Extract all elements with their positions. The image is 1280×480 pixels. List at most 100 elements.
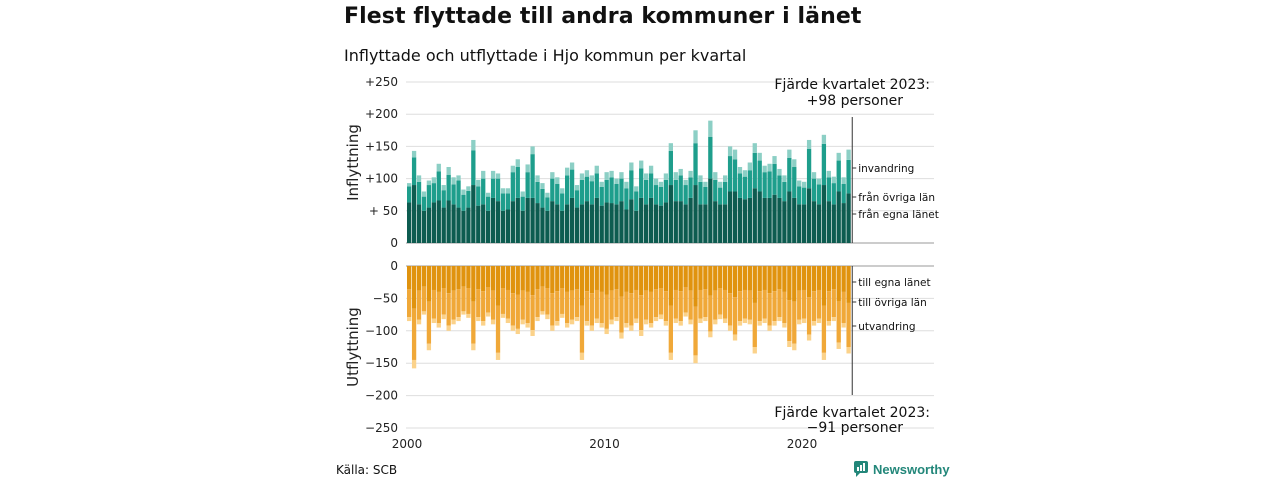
bar-emigration <box>495 352 501 360</box>
bar-immigration <box>713 172 718 180</box>
bar-to-other-counties <box>703 289 708 318</box>
bar-from-own-county <box>747 197 752 243</box>
bar-to-other-counties <box>737 291 743 322</box>
bar-to-other-counties <box>708 295 713 332</box>
bar-to-other-counties <box>560 288 565 314</box>
bar-from-other-counties <box>495 178 501 202</box>
bar-to-own-county <box>565 266 570 292</box>
bar-emigration <box>609 319 614 325</box>
bar-emigration <box>520 319 525 325</box>
bar-immigration <box>624 181 629 189</box>
bar-to-other-counties <box>698 289 703 319</box>
x-tick-label: 2020 <box>787 437 818 451</box>
y-tick-label: −200 <box>365 389 398 403</box>
bar-from-own-county <box>836 191 841 243</box>
bar-to-own-county <box>451 266 456 291</box>
bar-to-own-county <box>777 266 782 290</box>
bar-to-own-county <box>806 266 812 298</box>
bar-emigration <box>767 325 772 331</box>
bar-to-other-counties <box>727 293 733 326</box>
bar-emigration <box>426 343 432 351</box>
bar-from-other-counties <box>520 196 525 211</box>
bar-from-own-county <box>683 204 688 243</box>
bar-immigration <box>653 178 659 186</box>
chart-title: Flest flyttade till andra kommuner i län… <box>344 4 862 29</box>
bar-to-other-counties <box>569 290 575 320</box>
bar-immigration <box>550 172 555 179</box>
bar-from-other-counties <box>639 168 644 198</box>
bar-from-other-counties <box>742 176 748 200</box>
bar-from-other-counties <box>757 160 762 192</box>
bar-to-own-county <box>599 266 604 292</box>
bar-from-own-county <box>772 194 777 243</box>
bar-to-own-county <box>407 266 412 290</box>
bar-to-own-county <box>683 266 688 288</box>
bar-to-own-county <box>560 266 565 289</box>
bar-immigration <box>782 175 787 182</box>
bar-immigration <box>752 143 757 153</box>
series-label: till egna länet <box>858 277 930 289</box>
bar-emigration <box>639 330 644 336</box>
bar-from-own-county <box>421 210 427 243</box>
bar-to-other-counties <box>421 286 427 312</box>
bar-to-other-counties <box>846 302 851 347</box>
bar-from-other-counties <box>629 170 634 200</box>
bar-to-own-county <box>841 266 846 292</box>
bar-to-own-county <box>431 266 436 290</box>
bar-from-other-counties <box>609 177 614 204</box>
bar-emigration <box>658 314 664 320</box>
bar-to-other-counties <box>757 291 762 322</box>
bar-immigration <box>589 175 594 182</box>
bar-emigration <box>569 319 575 325</box>
bar-from-other-counties <box>619 178 624 202</box>
bar-to-own-county <box>594 266 599 290</box>
bar-to-other-counties <box>614 289 619 318</box>
bar-from-other-counties <box>550 178 555 202</box>
bar-to-own-county <box>708 266 713 296</box>
bar-from-other-counties <box>826 177 831 202</box>
bar-emigration <box>648 323 654 328</box>
bar-from-other-counties <box>476 186 481 206</box>
bar-emigration <box>683 312 688 317</box>
bar-to-own-county <box>673 266 678 290</box>
bar-emigration <box>678 321 683 326</box>
bar-to-other-counties <box>619 296 624 333</box>
bar-from-own-county <box>629 199 634 243</box>
brand-name: Newsworthy <box>873 461 950 477</box>
bar-to-other-counties <box>787 300 792 342</box>
bar-from-own-county <box>767 197 772 243</box>
bar-from-own-county <box>431 202 436 243</box>
bar-emigration <box>806 334 812 341</box>
bar-to-own-county <box>658 266 664 289</box>
bar-immigration <box>510 165 515 173</box>
bar-to-other-counties <box>446 293 451 326</box>
bar-to-own-county <box>614 266 619 290</box>
bar-from-other-counties <box>431 183 436 203</box>
bar-emigration <box>481 321 486 326</box>
bar-from-other-counties <box>797 186 802 205</box>
bar-to-other-counties <box>718 288 723 315</box>
bar-to-own-county <box>540 266 545 287</box>
newsworthy-logo-icon <box>854 461 868 477</box>
bar-to-other-counties <box>476 289 481 318</box>
bar-to-other-counties <box>806 297 812 335</box>
bar-from-own-county <box>505 209 511 243</box>
bar-to-own-county <box>461 266 466 287</box>
bar-from-own-county <box>584 201 590 243</box>
bar-from-own-county <box>762 197 767 243</box>
bar-from-other-counties <box>787 157 792 192</box>
bar-immigration <box>446 167 451 175</box>
bar-emigration <box>742 318 748 324</box>
bar-emigration <box>782 323 787 328</box>
bar-to-own-county <box>550 266 555 294</box>
bar-from-other-counties <box>416 181 422 205</box>
bar-immigration <box>411 150 417 158</box>
source-note: Källa: SCB <box>336 463 398 477</box>
bar-to-own-county <box>742 266 748 290</box>
bar-from-other-counties <box>831 183 836 205</box>
bar-immigration <box>584 170 590 177</box>
bar-to-other-counties <box>589 293 594 326</box>
bar-to-own-county <box>737 266 743 292</box>
bar-to-other-counties <box>688 290 693 320</box>
series-label: från egna länet <box>858 208 939 221</box>
